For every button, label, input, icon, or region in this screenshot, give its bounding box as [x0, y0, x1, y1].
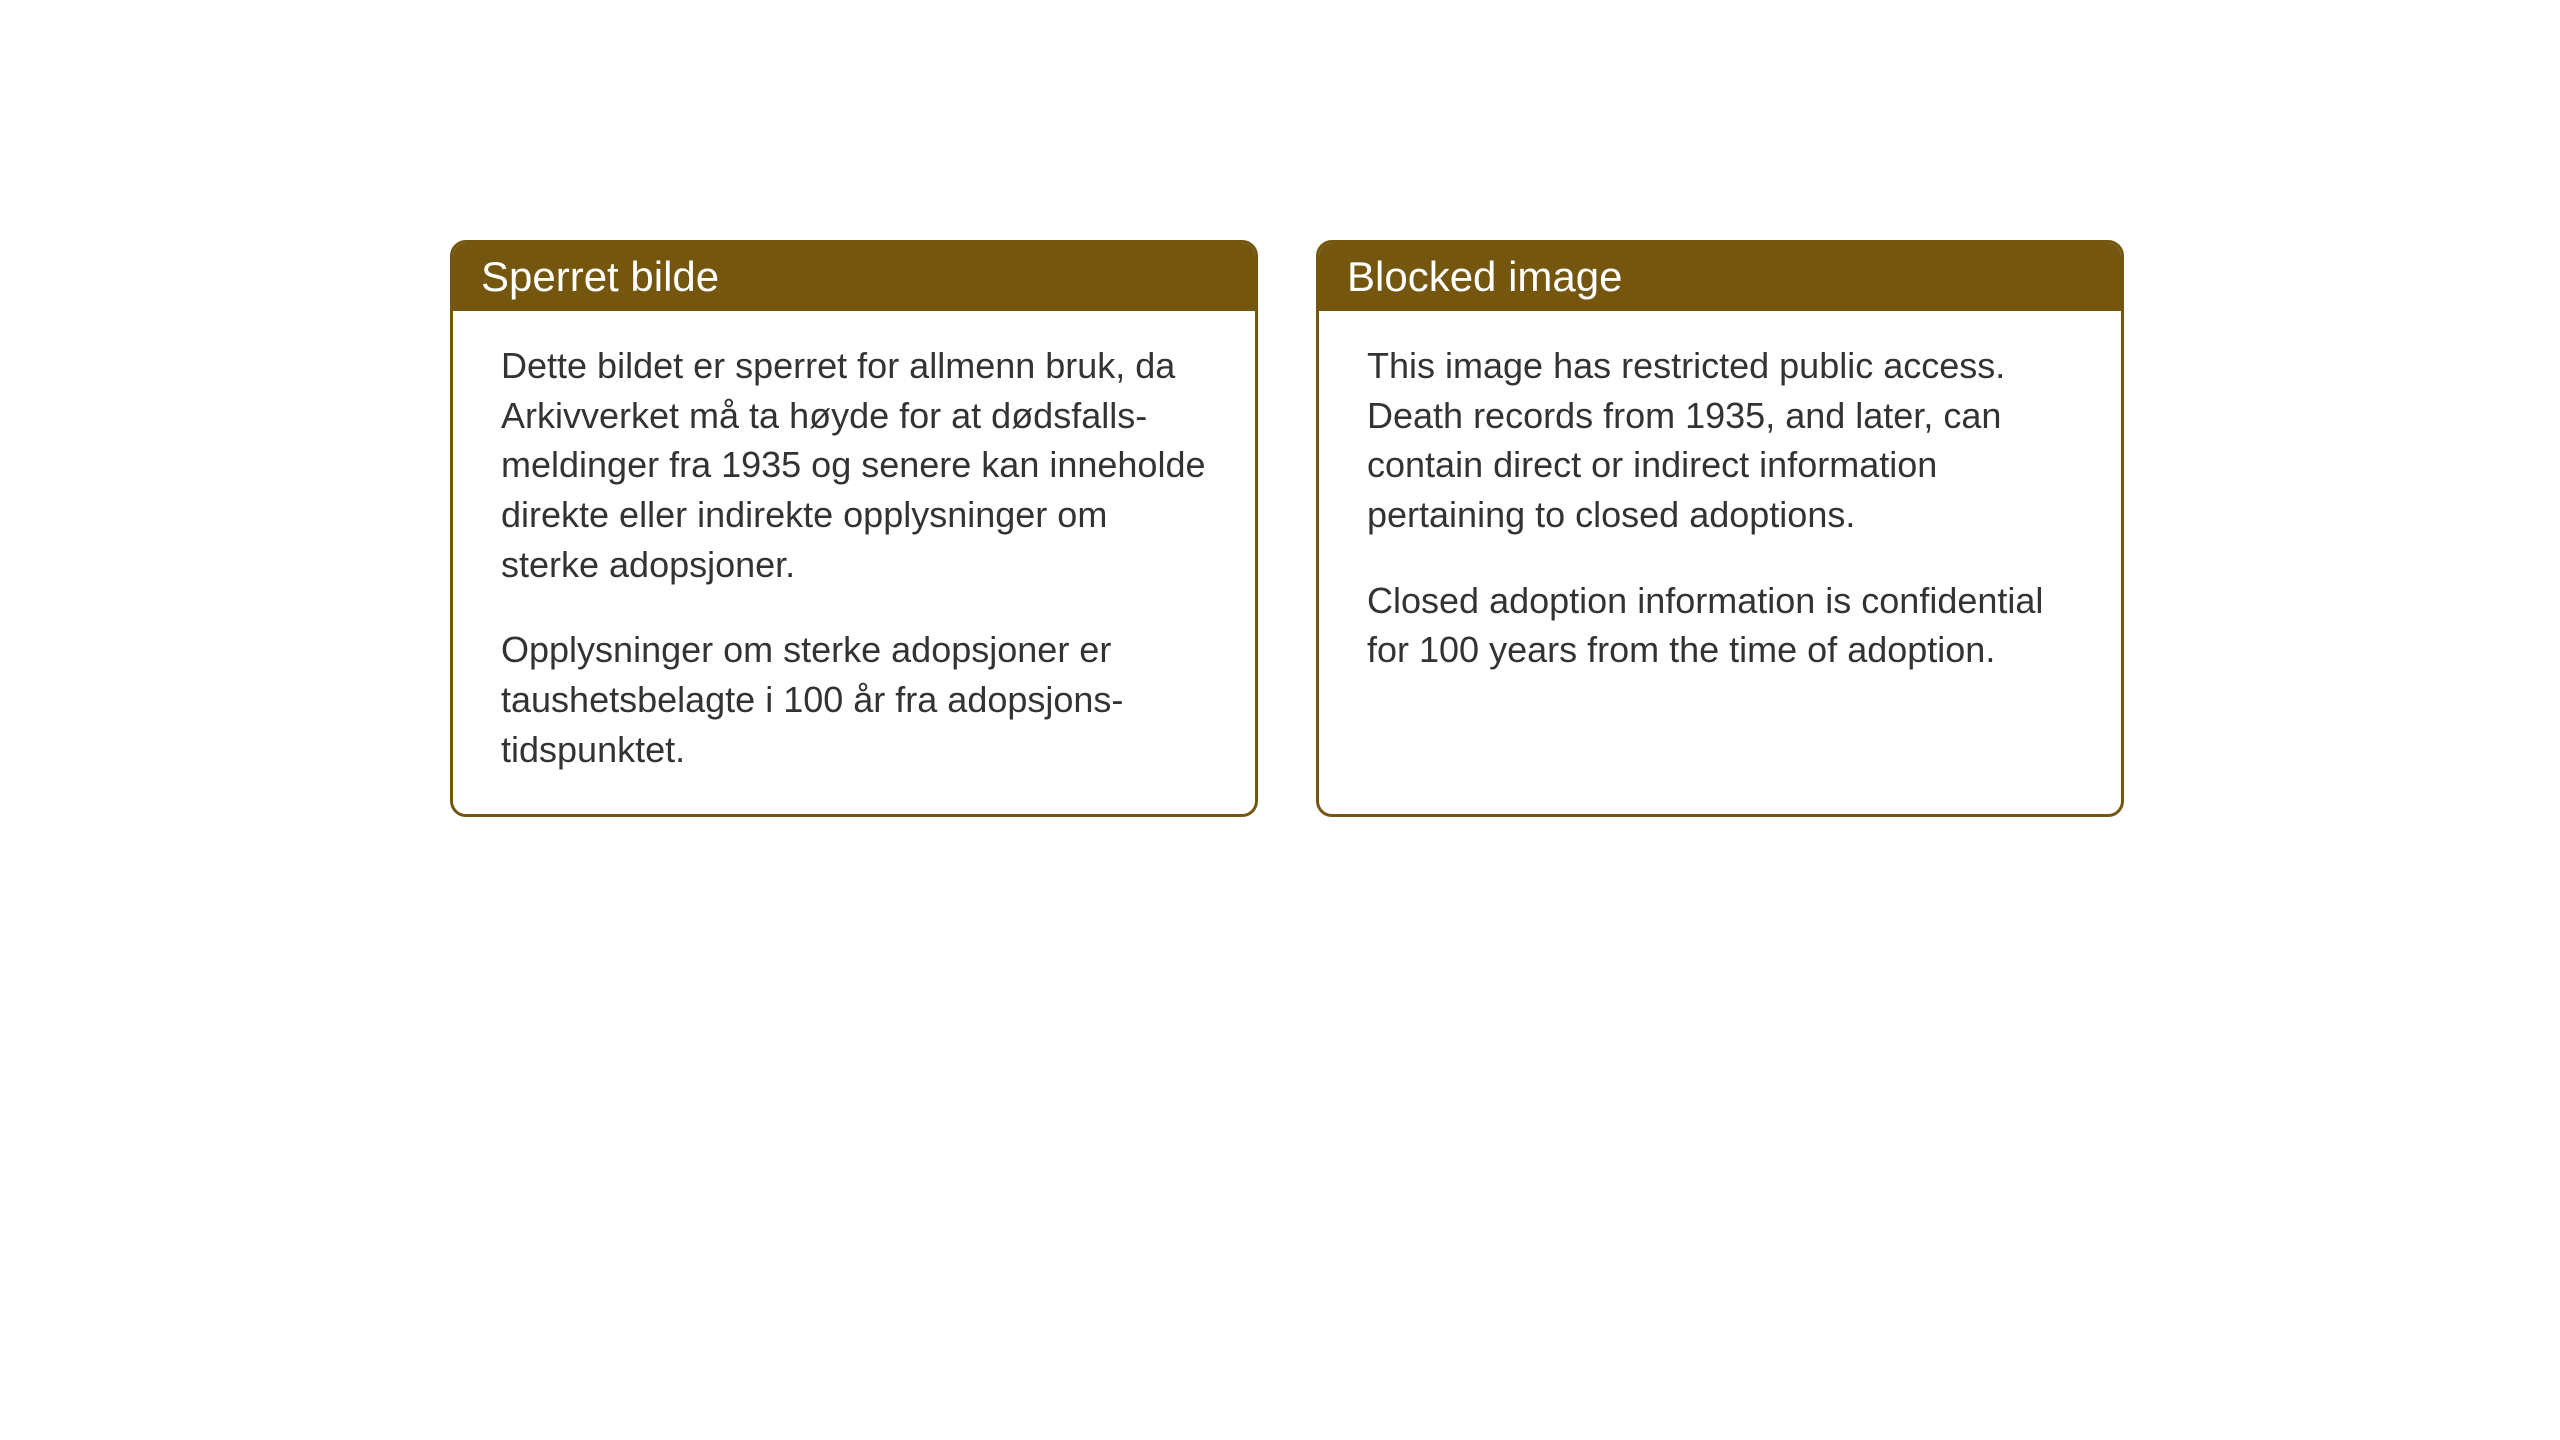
notice-card-english: Blocked image This image has restricted … — [1316, 240, 2124, 817]
notice-body-english: This image has restricted public access.… — [1319, 311, 2121, 715]
notice-header-english: Blocked image — [1319, 243, 2121, 311]
notice-body-norwegian: Dette bildet er sperret for allmenn bruk… — [453, 311, 1255, 814]
notice-paragraph-2-english: Closed adoption information is confident… — [1367, 576, 2073, 675]
notice-header-norwegian: Sperret bilde — [453, 243, 1255, 311]
notice-paragraph-1-english: This image has restricted public access.… — [1367, 341, 2073, 540]
notice-paragraph-1-norwegian: Dette bildet er sperret for allmenn bruk… — [501, 341, 1207, 589]
notice-container: Sperret bilde Dette bildet er sperret fo… — [450, 240, 2124, 817]
notice-card-norwegian: Sperret bilde Dette bildet er sperret fo… — [450, 240, 1258, 817]
notice-paragraph-2-norwegian: Opplysninger om sterke adopsjoner er tau… — [501, 625, 1207, 774]
